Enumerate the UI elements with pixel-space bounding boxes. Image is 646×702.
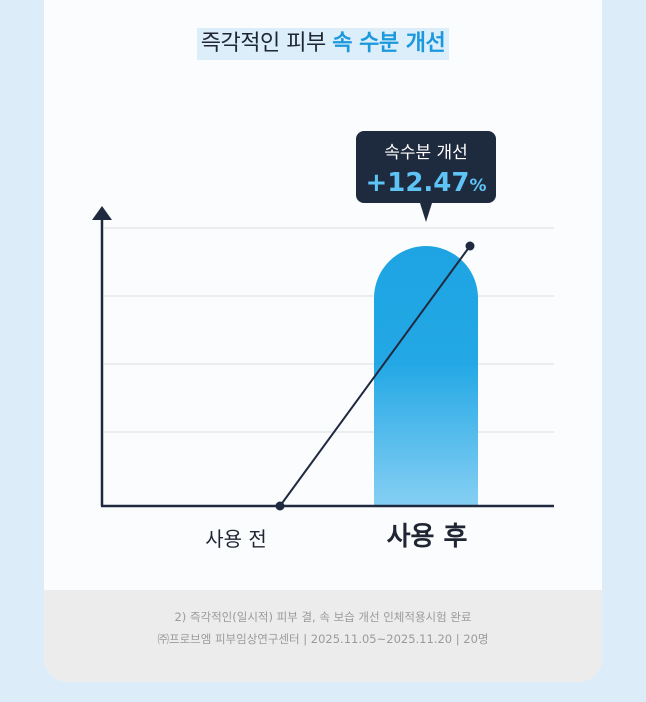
callout-value-text: +12.47% [365,168,486,198]
footnote-line-1: 2) 즉각적인(일시적) 피부 결, 속 보습 개선 인체적용시험 완료 [174,610,472,624]
callout: 속수분 개선 +12.47% [356,131,496,222]
title-text: 즉각적인 피부 속 수분 개선 [196,28,450,60]
chart-svg: 속수분 개선 +12.47% 사용 전 사용 후 [92,131,554,552]
footnote-line-2: ㈜프로브엠 피부임상연구센터 | 2025.11.05~2025.11.20 |… [157,632,489,646]
grid-lines [104,227,554,433]
chart-title: 즉각적인 피부 속 수분 개선 [44,28,602,60]
axes [92,206,554,508]
callout-unit: % [469,176,486,196]
title-highlight: 속 수분 개선 [332,31,446,56]
trend-point-1 [465,241,475,251]
trend-line-segment [279,245,471,507]
trend-line [275,241,475,511]
content-card: 즉각적인 피부 속 수분 개선 속수분 개선 +12.47% 사용 전 사용 후 [44,0,602,682]
callout-box [356,131,496,203]
x-tick-label-before: 사용 전 [205,527,267,551]
y-axis-arrow-icon [92,206,112,220]
callout-label: 속수분 개선 [384,143,468,163]
trend-point-0 [275,501,285,511]
callout-value: +12.47 [365,168,469,198]
x-tick-label-after: 사용 후 [387,522,468,552]
bar-1 [374,246,478,506]
callout-pointer [420,203,432,222]
bars [374,246,478,506]
footnote: 2) 즉각적인(일시적) 피부 결, 속 보습 개선 인체적용시험 완료 ㈜프로… [44,590,602,682]
title-prefix: 즉각적인 피부 [200,31,326,56]
